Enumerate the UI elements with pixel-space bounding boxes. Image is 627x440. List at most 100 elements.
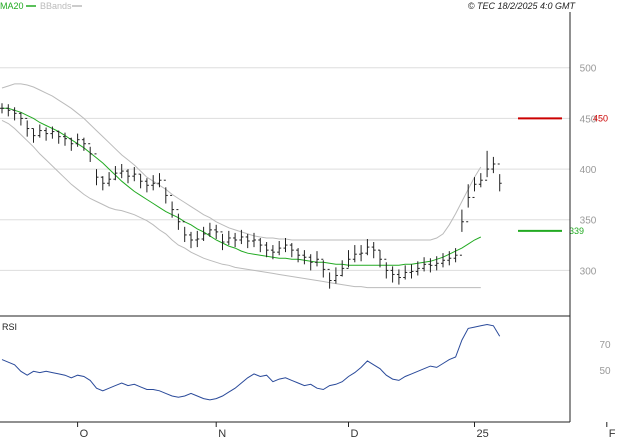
ohlc-bar: [302, 250, 307, 265]
ohlc-bar: [441, 253, 445, 268]
ohlc-bar: [18, 112, 23, 126]
ohlc-bar: [409, 264, 414, 279]
ohlc-bar: [132, 167, 137, 182]
bbands-lower-line: [1, 119, 481, 289]
ohlc-bar: [296, 248, 301, 263]
ohlc-bar: [176, 209, 181, 230]
ohlc-bar: [182, 221, 187, 243]
price-y-tick-label: 500: [580, 64, 597, 75]
ohlc-bar: [384, 258, 389, 279]
ohlc-bar: [359, 245, 364, 262]
ohlc-bar: [403, 265, 408, 280]
rsi-label: RSI: [2, 322, 17, 332]
ohlc-bar: [308, 254, 313, 271]
ma20-line: [2, 107, 482, 266]
legend-ma20: MA20: [0, 1, 24, 11]
x-tick-label: 25: [477, 428, 489, 440]
x-tick-label: D: [351, 428, 359, 440]
ohlc-bar: [56, 130, 61, 144]
ohlc-bar: [352, 245, 357, 263]
ohlc-bar: [126, 169, 130, 184]
ohlc-bar: [466, 184, 471, 223]
ohlc-bar: [31, 128, 36, 143]
ohlc-bar: [88, 143, 93, 162]
rsi-y-tick-label: 70: [599, 340, 611, 351]
ohlc-bar: [365, 238, 370, 256]
ohlc-bar: [485, 150, 490, 181]
ohlc-bar: [245, 233, 250, 249]
ohlc-bar: [390, 266, 395, 283]
ohlc-bar: [107, 172, 112, 187]
ohlc-bar: [378, 249, 382, 268]
x-tick-label: O: [80, 428, 89, 440]
ohlc-bar: [63, 132, 67, 146]
ohlc-bar: [277, 241, 282, 256]
ohlc-bar: [25, 117, 30, 137]
ohlc-bar: [321, 258, 326, 278]
price-y-tick-label: 450: [580, 114, 597, 125]
ohlc-bar: [459, 209, 464, 256]
ohlc-bar: [75, 133, 80, 147]
ohlc-bar: [270, 245, 275, 260]
ohlc-bar: [252, 232, 256, 248]
ohlc-bar: [195, 230, 200, 248]
ohlc-bar: [346, 250, 351, 269]
price-y-axis: 300 350 400 450 500: [580, 64, 597, 278]
ohlc-bar: [434, 256, 439, 271]
ohlc-bar: [258, 237, 263, 253]
ohlc-bar: [422, 257, 427, 272]
ohlc-bar: [138, 173, 143, 189]
ohlc-bar: [491, 156, 496, 174]
ohlc-bar: [81, 137, 86, 151]
price-grid: [0, 67, 570, 271]
support-label: 339: [569, 226, 584, 236]
ohlc-bar: [214, 224, 219, 239]
ohlc-bar: [201, 226, 206, 242]
ohlc-bar: [226, 230, 231, 246]
ohlc-bar: [289, 243, 294, 258]
ohlc-bar: [157, 173, 162, 188]
ohlc-bar: [100, 176, 105, 191]
ohlc-bar: [415, 261, 420, 276]
copyright-text: © TEC 18/2/2025 4:0 GMT: [468, 1, 577, 11]
ohlc-bar: [69, 137, 74, 151]
ohlc-bar: [396, 269, 401, 285]
ohlc-bar: [44, 127, 49, 141]
price-y-tick-label: 400: [580, 165, 597, 176]
x-tick-label: N: [218, 428, 226, 440]
ohlc-bar: [340, 260, 345, 277]
ohlc-bar: [151, 175, 156, 191]
ohlc-bar: [239, 229, 244, 245]
ohlc-bar: [144, 178, 149, 193]
ohlc-bar: [333, 267, 338, 284]
legend-bbands: BBands: [40, 1, 72, 11]
ohlc-bar: [207, 222, 212, 237]
resistance-label: 450: [593, 113, 608, 123]
ohlc-bar: [428, 258, 433, 273]
ohlc-bar: [119, 164, 124, 179]
ohlc-bar: [220, 231, 225, 251]
ohlc-bar: [37, 124, 42, 138]
ohlc-bar: [113, 166, 118, 181]
price-y-tick-label: 350: [580, 216, 597, 227]
ohlc-bar: [478, 173, 483, 188]
ohlc-bar: [264, 242, 269, 258]
rsi-line: [1, 323, 501, 401]
ohlc-bar: [233, 232, 238, 248]
ohlc-bar: [283, 237, 288, 253]
ohlc-bar: [327, 268, 332, 289]
ohlc-bar: [371, 242, 376, 259]
ohlc-bar: [12, 107, 17, 121]
price-panel: [0, 12, 570, 316]
ohlc-bar: [163, 179, 168, 204]
ohlc-bar: [315, 251, 319, 267]
ohlc-bar: [50, 126, 55, 139]
rsi-y-axis: 50 70: [599, 340, 611, 377]
x-axis: O N D 25 F: [77, 422, 616, 440]
ohlc-bar: [453, 248, 458, 263]
ohlc-bar: [447, 251, 452, 266]
ohlc-bar: [497, 163, 502, 192]
rsi-y-tick-label: 50: [599, 366, 611, 377]
x-tick-label: F: [609, 428, 616, 440]
